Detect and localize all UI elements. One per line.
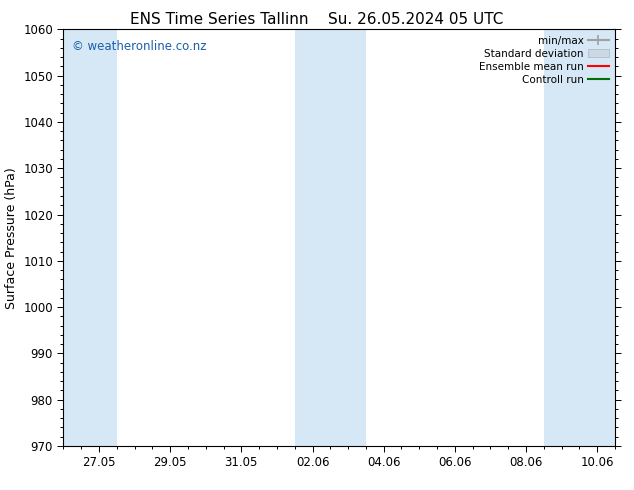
Bar — [63, 29, 117, 446]
Text: ENS Time Series Tallinn    Su. 26.05.2024 05 UTC: ENS Time Series Tallinn Su. 26.05.2024 0… — [131, 12, 503, 27]
Legend: min/max, Standard deviation, Ensemble mean run, Controll run: min/max, Standard deviation, Ensemble me… — [475, 31, 613, 89]
Text: © weatheronline.co.nz: © weatheronline.co.nz — [72, 40, 206, 53]
Y-axis label: Surface Pressure (hPa): Surface Pressure (hPa) — [4, 167, 18, 309]
Bar — [544, 29, 615, 446]
Bar — [295, 29, 366, 446]
